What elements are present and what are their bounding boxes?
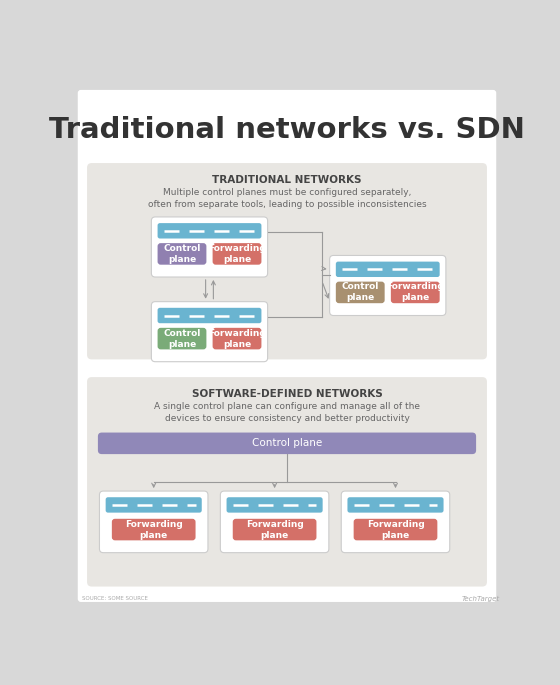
FancyBboxPatch shape bbox=[106, 497, 202, 512]
Text: Control plane: Control plane bbox=[252, 438, 322, 448]
FancyBboxPatch shape bbox=[233, 519, 316, 540]
Text: TechTarget: TechTarget bbox=[461, 596, 500, 602]
Text: Forwarding
plane: Forwarding plane bbox=[208, 329, 266, 349]
FancyBboxPatch shape bbox=[157, 223, 262, 238]
FancyBboxPatch shape bbox=[157, 243, 207, 264]
FancyBboxPatch shape bbox=[98, 432, 476, 454]
FancyBboxPatch shape bbox=[391, 282, 440, 303]
FancyBboxPatch shape bbox=[227, 497, 323, 512]
Text: Forwarding
plane: Forwarding plane bbox=[246, 519, 304, 540]
FancyBboxPatch shape bbox=[87, 377, 487, 586]
Text: Forwarding
plane: Forwarding plane bbox=[386, 282, 444, 303]
Text: SOURCE: SOME SOURCE: SOURCE: SOME SOURCE bbox=[82, 597, 147, 601]
FancyBboxPatch shape bbox=[213, 243, 262, 264]
Text: Traditional networks vs. SDN: Traditional networks vs. SDN bbox=[49, 116, 525, 144]
FancyBboxPatch shape bbox=[151, 301, 268, 362]
FancyBboxPatch shape bbox=[341, 491, 450, 553]
Text: Forwarding
plane: Forwarding plane bbox=[125, 519, 183, 540]
FancyBboxPatch shape bbox=[78, 90, 496, 602]
Text: Control
plane: Control plane bbox=[164, 244, 200, 264]
FancyBboxPatch shape bbox=[151, 217, 268, 277]
Text: A single control plane can configure and manage all of the
devices to ensure con: A single control plane can configure and… bbox=[154, 402, 420, 423]
FancyBboxPatch shape bbox=[220, 491, 329, 553]
Text: TRADITIONAL NETWORKS: TRADITIONAL NETWORKS bbox=[212, 175, 362, 185]
Text: Control
plane: Control plane bbox=[164, 329, 200, 349]
Text: Control
plane: Control plane bbox=[342, 282, 379, 303]
FancyBboxPatch shape bbox=[112, 519, 195, 540]
Text: Multiple control planes must be configured separately,
often from separate tools: Multiple control planes must be configur… bbox=[148, 188, 426, 209]
Text: Forwarding
plane: Forwarding plane bbox=[367, 519, 424, 540]
FancyBboxPatch shape bbox=[100, 491, 208, 553]
FancyBboxPatch shape bbox=[336, 282, 385, 303]
Text: SOFTWARE-DEFINED NETWORKS: SOFTWARE-DEFINED NETWORKS bbox=[192, 389, 382, 399]
FancyBboxPatch shape bbox=[157, 328, 207, 349]
FancyBboxPatch shape bbox=[354, 519, 437, 540]
FancyBboxPatch shape bbox=[213, 328, 262, 349]
FancyBboxPatch shape bbox=[87, 163, 487, 360]
FancyBboxPatch shape bbox=[336, 262, 440, 277]
FancyBboxPatch shape bbox=[157, 308, 262, 323]
Text: Forwarding
plane: Forwarding plane bbox=[208, 244, 266, 264]
FancyBboxPatch shape bbox=[347, 497, 444, 512]
FancyBboxPatch shape bbox=[330, 256, 446, 316]
